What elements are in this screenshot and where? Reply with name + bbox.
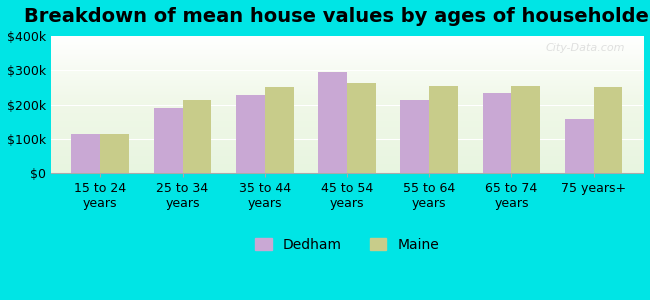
Bar bbox=[512, 86, 540, 173]
Bar bbox=[565, 119, 593, 173]
Bar bbox=[400, 100, 429, 173]
Text: City-Data.com: City-Data.com bbox=[546, 43, 625, 53]
Bar bbox=[72, 134, 100, 173]
Bar bbox=[100, 134, 129, 173]
Legend: Dedham, Maine: Dedham, Maine bbox=[250, 232, 445, 257]
Bar bbox=[318, 72, 347, 173]
Bar bbox=[183, 100, 211, 173]
Bar bbox=[483, 92, 512, 173]
Bar bbox=[347, 83, 376, 173]
Bar bbox=[429, 86, 458, 173]
Title: Breakdown of mean house values by ages of householders: Breakdown of mean house values by ages o… bbox=[24, 7, 650, 26]
Bar bbox=[236, 95, 265, 173]
Bar bbox=[593, 87, 623, 173]
Bar bbox=[265, 87, 294, 173]
Bar bbox=[154, 108, 183, 173]
